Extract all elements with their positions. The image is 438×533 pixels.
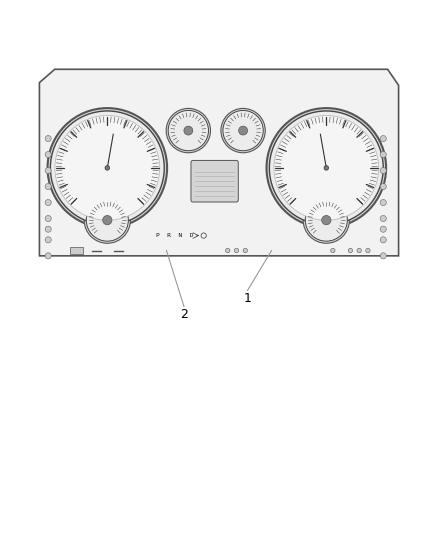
Ellipse shape xyxy=(55,116,160,220)
Ellipse shape xyxy=(45,237,51,243)
Text: P  R  N  D: P R N D xyxy=(156,233,194,238)
Ellipse shape xyxy=(274,116,379,220)
Ellipse shape xyxy=(357,248,361,253)
Ellipse shape xyxy=(380,135,386,142)
Ellipse shape xyxy=(45,226,51,232)
Ellipse shape xyxy=(45,151,51,158)
Ellipse shape xyxy=(234,248,239,253)
Ellipse shape xyxy=(348,248,353,253)
Ellipse shape xyxy=(321,215,331,225)
Ellipse shape xyxy=(380,237,386,243)
Ellipse shape xyxy=(221,108,265,153)
Ellipse shape xyxy=(380,183,386,190)
Ellipse shape xyxy=(86,199,128,241)
Ellipse shape xyxy=(380,167,386,174)
Ellipse shape xyxy=(105,166,110,170)
Ellipse shape xyxy=(45,183,51,190)
Ellipse shape xyxy=(266,108,386,228)
Ellipse shape xyxy=(380,199,386,206)
Ellipse shape xyxy=(380,151,386,158)
Ellipse shape xyxy=(305,199,347,241)
FancyBboxPatch shape xyxy=(70,247,83,254)
Polygon shape xyxy=(39,69,399,256)
Ellipse shape xyxy=(45,253,51,259)
FancyBboxPatch shape xyxy=(191,160,238,202)
Ellipse shape xyxy=(380,215,386,222)
Ellipse shape xyxy=(223,110,263,151)
Text: 1: 1 xyxy=(244,292,251,305)
Ellipse shape xyxy=(243,248,247,253)
Ellipse shape xyxy=(84,197,131,243)
Ellipse shape xyxy=(331,248,335,253)
Ellipse shape xyxy=(303,197,350,243)
Ellipse shape xyxy=(47,108,167,228)
Ellipse shape xyxy=(45,167,51,174)
Ellipse shape xyxy=(45,199,51,206)
Ellipse shape xyxy=(380,253,386,259)
Ellipse shape xyxy=(269,111,383,225)
Ellipse shape xyxy=(226,248,230,253)
Text: 2: 2 xyxy=(180,308,188,321)
Ellipse shape xyxy=(45,215,51,222)
Ellipse shape xyxy=(45,135,51,142)
Ellipse shape xyxy=(239,126,247,135)
Ellipse shape xyxy=(166,108,211,153)
Ellipse shape xyxy=(184,126,193,135)
Ellipse shape xyxy=(102,215,112,225)
Ellipse shape xyxy=(366,248,370,253)
Ellipse shape xyxy=(168,110,208,151)
Ellipse shape xyxy=(324,166,328,170)
Ellipse shape xyxy=(380,226,386,232)
Ellipse shape xyxy=(50,111,164,225)
